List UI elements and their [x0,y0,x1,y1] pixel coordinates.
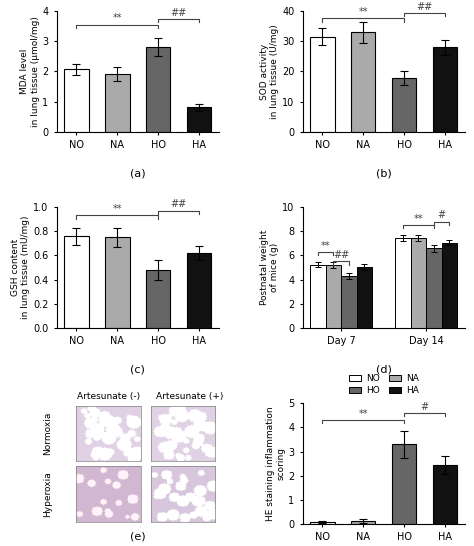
Bar [433,48,457,132]
Text: ##: ## [171,8,187,18]
Bar [105,238,129,328]
Text: **: ** [113,204,122,214]
Y-axis label: SOD activity
in lung tissue (U/mg): SOD activity in lung tissue (U/mg) [260,24,279,119]
Bar [351,32,375,132]
Bar [341,276,356,328]
Bar [310,264,326,328]
Bar [392,78,416,132]
Text: ##: ## [333,250,349,260]
Bar [356,267,372,328]
Text: #: # [420,402,428,412]
Bar [326,265,341,328]
Text: Hyperoxia: Hyperoxia [43,471,52,517]
Bar [392,444,416,524]
Text: ##: ## [416,2,433,12]
Text: ##: ## [171,199,187,210]
Bar [64,69,89,132]
Text: (d): (d) [376,364,392,375]
Bar [310,522,335,524]
Bar [64,236,89,328]
Bar [187,107,211,132]
Bar [410,238,426,328]
Text: **: ** [358,409,368,419]
Bar [187,253,211,328]
Bar [146,46,171,132]
Y-axis label: Postnatal weight
of mice (g): Postnatal weight of mice (g) [260,230,279,305]
Bar [433,465,457,524]
Text: Artesunate (-): Artesunate (-) [77,391,140,401]
Legend: NO, HO, NA, HA: NO, HO, NA, HA [345,371,422,399]
Bar [442,243,457,328]
Bar [310,37,335,132]
Text: (b): (b) [376,168,392,179]
Text: **: ** [358,7,368,17]
Text: (a): (a) [130,168,146,179]
Text: **: ** [321,241,330,251]
Text: (e): (e) [130,531,146,542]
Text: Artesunate (+): Artesunate (+) [156,391,223,401]
Text: #: # [438,210,446,221]
Bar [426,248,442,328]
Bar [105,74,129,132]
Y-axis label: MDA level
in lung tissue (μmol/mg): MDA level in lung tissue (μmol/mg) [20,16,39,127]
Text: (c): (c) [130,364,145,375]
Bar [146,270,171,328]
Bar [351,521,375,524]
Y-axis label: GSH content
in lung tissue (mU/mg): GSH content in lung tissue (mU/mg) [11,216,30,319]
Bar [395,238,410,328]
Text: **: ** [414,214,423,224]
Y-axis label: HE staining inflammation
scoring: HE staining inflammation scoring [266,406,285,521]
Text: Normoxia: Normoxia [43,412,52,455]
Text: **: ** [113,13,122,23]
